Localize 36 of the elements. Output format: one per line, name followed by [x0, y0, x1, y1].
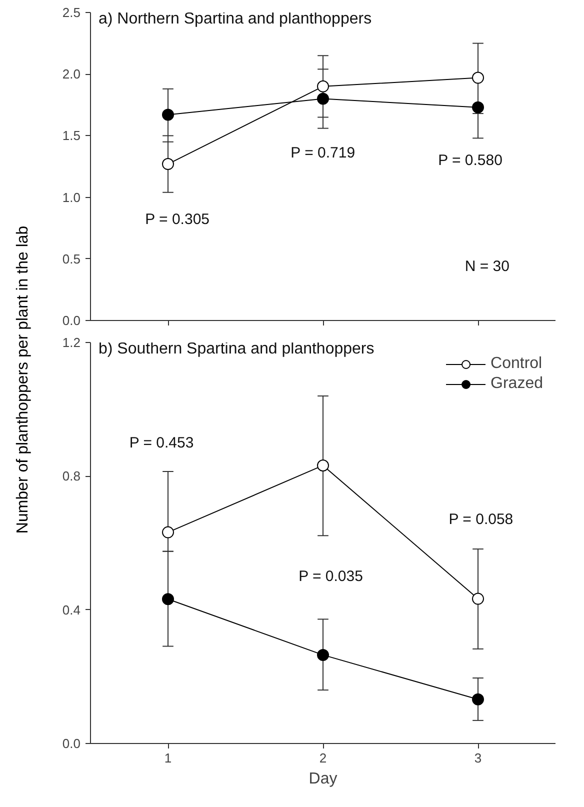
y-tick-label: 1.5 [62, 128, 81, 144]
point [317, 92, 329, 105]
x-tick-label: 2 [319, 750, 327, 766]
annotation: P = 0.305 [145, 210, 210, 228]
y-tick-label: 0.5 [62, 251, 81, 266]
legend-label: Grazed [490, 375, 543, 393]
x-tick-label: 3 [474, 750, 482, 766]
legend-label: Control [490, 355, 542, 373]
annotation: P = 0.719 [290, 144, 356, 162]
y-tick-label: 2.5 [62, 5, 81, 20]
point [162, 158, 174, 170]
point [162, 593, 174, 606]
annotation: P = 0.058 [448, 511, 514, 528]
point [472, 101, 484, 114]
x-axis-title: Day [308, 770, 338, 788]
y-tick-label: 0.4 [62, 602, 81, 618]
point [317, 80, 329, 92]
annotation: P = 0.453 [129, 434, 194, 452]
annotation: N = 30 [464, 258, 510, 275]
point [317, 459, 329, 472]
y-tick-label: 0.8 [62, 468, 81, 484]
annotation: P = 0.580 [438, 152, 502, 169]
y-tick-label: 0.0 [62, 313, 81, 328]
point [472, 592, 484, 605]
x-tick-label: 1 [164, 750, 172, 766]
point [317, 648, 329, 661]
y-tick-label: 1.2 [62, 335, 81, 350]
point [162, 108, 174, 121]
y-axis-title: Number of planthoppers per plant in the lab [14, 226, 32, 534]
point [472, 72, 484, 84]
point [162, 526, 174, 538]
y-tick-label: 2.0 [62, 66, 81, 82]
annotation: P = 0.035 [298, 568, 363, 585]
y-tick-label: 0.0 [62, 736, 81, 751]
point [472, 693, 484, 706]
y-tick-label: 1.0 [62, 190, 81, 205]
